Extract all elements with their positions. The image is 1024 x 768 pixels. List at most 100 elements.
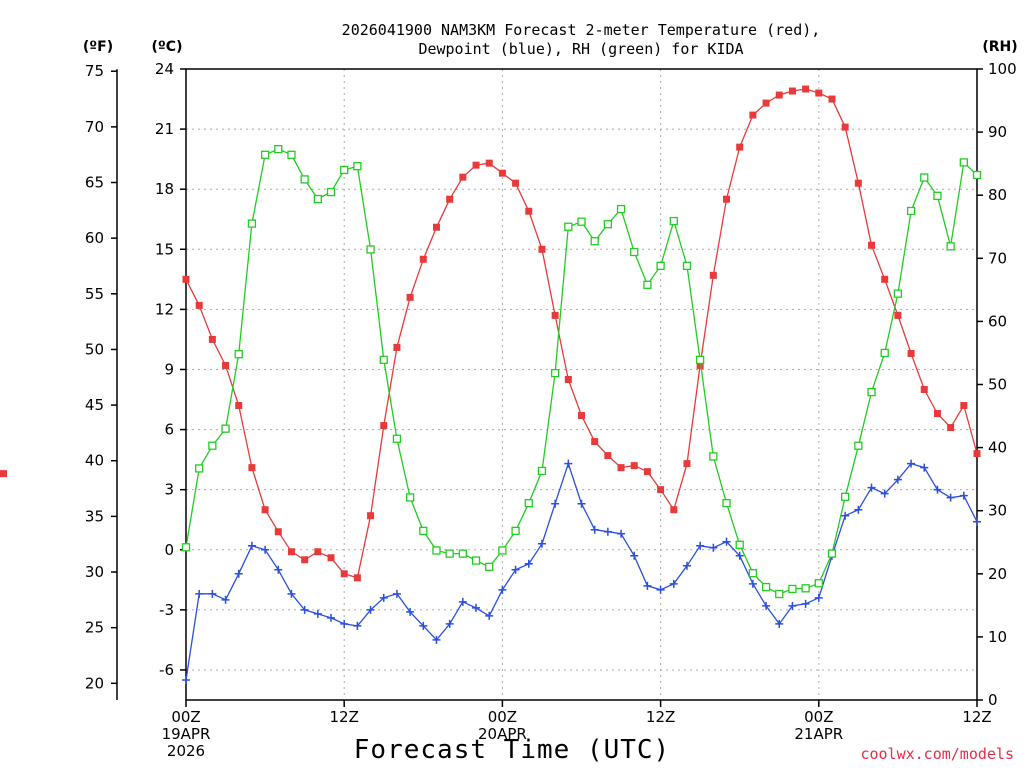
temperature-point [472, 161, 480, 169]
dewpoint-point [709, 543, 718, 552]
credit-text: coolwx.com/models [860, 745, 1014, 763]
dewpoint-point [353, 621, 362, 630]
temperature-point [287, 548, 295, 556]
temperature-point [749, 111, 757, 119]
relative-humidity-point [630, 247, 639, 257]
relative-humidity-point [669, 216, 678, 226]
temperature-point [380, 422, 388, 430]
relative-humidity-point [379, 355, 388, 365]
temperature-point [367, 512, 375, 520]
dewpoint-point [432, 635, 441, 644]
fahrenheit-tick-label: 50 [85, 340, 104, 358]
rh-tick-label: 70 [988, 249, 1007, 267]
temperature-point [868, 241, 876, 249]
dewpoint-point [696, 541, 705, 550]
temperature-point [920, 386, 928, 394]
relative-humidity-point [946, 242, 955, 251]
temperature-point [182, 275, 190, 283]
relative-humidity-point [181, 543, 191, 552]
relative-humidity-point [445, 549, 454, 558]
grid-lines [185, 68, 978, 700]
dewpoint-point [366, 605, 375, 614]
temperature-point [222, 361, 230, 369]
relative-humidity-point [972, 170, 982, 180]
relative-humidity-point [247, 219, 257, 228]
dewpoint-point [603, 527, 612, 536]
dewpoint-point [274, 565, 283, 574]
relative-humidity-point [511, 526, 520, 536]
temperature-point [525, 207, 533, 215]
x-tick-label: 20APR [478, 725, 527, 743]
rh-tick-label: 80 [988, 186, 1007, 204]
relative-humidity-point [643, 280, 652, 289]
relative-humidity-point [775, 589, 784, 599]
temperature-point [512, 179, 520, 187]
temperature-point [393, 343, 401, 351]
dewpoint-point [946, 493, 955, 502]
temperature-point [947, 424, 955, 432]
rh-tick-label: 100 [988, 60, 1017, 78]
dewpoint-point [445, 619, 454, 628]
rh-tick-label: 90 [988, 123, 1007, 141]
celsius-tick-label: 18 [155, 180, 174, 198]
relative-humidity-point [405, 493, 415, 502]
rh-tick-label: 10 [988, 628, 1007, 646]
dewpoint-point [907, 459, 916, 468]
dewpoint-point [287, 589, 296, 598]
temperature-point [261, 506, 269, 514]
temperature-point [195, 301, 203, 309]
temperature-point [670, 506, 678, 514]
relative-humidity-point [906, 206, 916, 216]
relative-humidity-point [537, 466, 547, 476]
x-tick-label: 00Z [804, 708, 833, 726]
dewpoint-point [261, 545, 270, 554]
dewpoint-point [498, 585, 507, 594]
temperature-point [353, 574, 361, 582]
dewpoint-point [656, 585, 665, 594]
temperature-point [604, 452, 612, 460]
celsius-tick-label: 3 [164, 481, 174, 499]
dewpoint-point [300, 605, 309, 614]
temperature-point [459, 173, 467, 181]
relative-humidity-point [550, 368, 560, 378]
temperature-point [485, 159, 493, 167]
relative-humidity-point [590, 237, 599, 246]
rh-tick-label: 60 [988, 312, 1007, 330]
dewpoint-point [722, 537, 731, 546]
temperature-point [933, 410, 941, 418]
dewpoint-point [419, 621, 428, 630]
fahrenheit-tick-label: 25 [85, 619, 104, 637]
fahrenheit-tick-label: 75 [85, 62, 104, 80]
relative-humidity-point [959, 158, 968, 167]
fahrenheit-tick-label: 60 [85, 229, 104, 247]
dewpoint-point [524, 559, 533, 568]
dewpoint-point [762, 601, 771, 610]
relative-humidity-point [722, 498, 731, 508]
dewpoint-point [920, 463, 929, 472]
dewpoint-point [379, 593, 388, 602]
temperature-point [657, 486, 665, 494]
x-tick-label: 19APR [162, 725, 211, 743]
rh-tick-label: 40 [988, 439, 1007, 457]
relative-humidity-point [880, 348, 889, 358]
relative-humidity-point [748, 569, 758, 578]
dewpoint-point [511, 565, 520, 574]
dewpoint-point [617, 529, 626, 538]
dewpoint-point [458, 597, 467, 606]
dewpoint-point [735, 551, 744, 560]
relative-humidity-point [735, 540, 744, 549]
relative-humidity-point [616, 204, 626, 214]
relative-humidity-point [300, 175, 309, 184]
temperature-point [301, 556, 309, 564]
dewpoint-point [313, 609, 322, 618]
relative-humidity-point [577, 217, 586, 226]
relative-humidity-point [933, 191, 942, 200]
temperature-point [854, 179, 862, 187]
fahrenheit-tick-label: 55 [85, 285, 104, 303]
relative-humidity-point [195, 464, 204, 473]
dewpoint-point [247, 541, 256, 550]
fahrenheit-unit-label: (ºF) [83, 39, 113, 55]
fahrenheit-tick-label: 70 [85, 118, 104, 136]
temperature-point [907, 349, 915, 357]
